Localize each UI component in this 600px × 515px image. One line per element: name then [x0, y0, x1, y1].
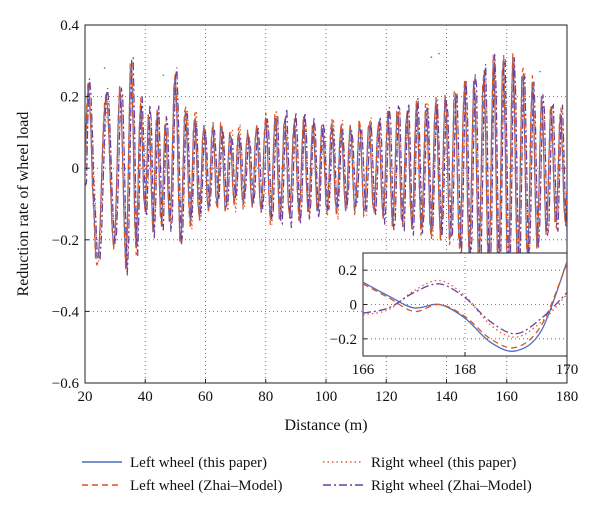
- series-line-right-wheel-zhai-model: [85, 53, 567, 284]
- main-xtick-label-120: 120: [375, 389, 398, 405]
- series-line-right-wheel-this-paper: [85, 58, 567, 273]
- peak-point-2: [430, 56, 433, 59]
- x-axis-label: Distance (m): [284, 417, 367, 434]
- series-layer: [85, 52, 567, 287]
- main-ytick-label-2: −0.2: [52, 233, 79, 249]
- legend-item-left-wheel-zhai-model: Left wheel (Zhai–Model): [82, 478, 282, 494]
- inset-xtick-label-166: 166: [352, 362, 375, 378]
- legend-label-left-wheel-zhai-model: Left wheel (Zhai–Model): [130, 478, 282, 494]
- legend-item-right-wheel-zhai-model: Right wheel (Zhai–Model): [323, 478, 532, 494]
- main-ytick-label-0: −0.6: [52, 376, 80, 392]
- legend-label-left-wheel-this-paper: Left wheel (this paper): [130, 455, 267, 471]
- legend-item-left-wheel-this-paper: Left wheel (this paper): [82, 455, 267, 471]
- inset-chart: 166 168 170 −0.2 0 0.2: [330, 252, 579, 378]
- inset-x-axis: 166 168 170: [352, 352, 579, 378]
- inset-series-line-right-wheel-zhai-model: [363, 283, 567, 335]
- series-line-left-wheel-zhai-model: [85, 53, 567, 287]
- main-xtick-label-80: 80: [258, 389, 273, 405]
- inset-xtick-label-168: 168: [454, 362, 477, 378]
- main-xtick-label-60: 60: [198, 389, 213, 405]
- inset-series-layer: [363, 261, 567, 352]
- main-xtick-label-140: 140: [435, 389, 458, 405]
- main-ytick-label-5: 0.4: [60, 18, 79, 34]
- inset-ytick-label-1: 0: [350, 298, 358, 314]
- inset-ytick-label-2: 0.2: [338, 263, 357, 279]
- main-ytick-label-3: 0: [72, 161, 80, 177]
- main-chart: 20 40 60 80 100 120 140 160 180 −0.6 −0.4 −0.2 0 0.2…: [15, 18, 578, 434]
- inset-series-line-left-wheel-this-paper: [363, 261, 567, 352]
- main-xtick-label-160: 160: [496, 389, 519, 405]
- main-xtick-label-20: 20: [78, 389, 93, 405]
- y-axis-label: Reduction rate of wheel load: [15, 112, 32, 297]
- main-xtick-label-180: 180: [556, 389, 579, 405]
- main-xtick-label-40: 40: [138, 389, 153, 405]
- inset-y-axis: −0.2 0 0.2: [330, 263, 367, 348]
- x-axis: 20 40 60 80 100 120 140 160 180: [78, 379, 579, 405]
- main-ytick-label-4: 0.2: [60, 90, 79, 106]
- main-xtick-label-100: 100: [315, 389, 338, 405]
- peak-point-0: [103, 67, 106, 69]
- main-ytick-label-1: −0.4: [52, 304, 80, 320]
- legend: Left wheel (this paper) Left wheel (Zhai…: [82, 455, 532, 494]
- inset-ytick-label-0: −0.2: [330, 332, 357, 348]
- legend-label-right-wheel-this-paper: Right wheel (this paper): [371, 455, 516, 471]
- legend-item-right-wheel-this-paper: Right wheel (this paper): [323, 455, 516, 471]
- y-axis: −0.6 −0.4 −0.2 0 0.2 0.4: [52, 18, 89, 392]
- inset-series-line-left-wheel-zhai-model: [363, 263, 567, 349]
- legend-label-right-wheel-zhai-model: Right wheel (Zhai–Model): [371, 478, 532, 494]
- inset-xtick-label-170: 170: [556, 362, 579, 378]
- peak-point-1: [162, 74, 165, 76]
- peak-point-4: [539, 70, 541, 73]
- peak-point-3: [438, 52, 440, 55]
- inset-plot-area: [362, 252, 568, 357]
